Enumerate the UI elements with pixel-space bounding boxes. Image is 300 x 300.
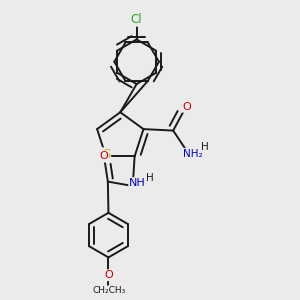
Text: NH: NH bbox=[129, 178, 146, 188]
Text: O: O bbox=[104, 270, 113, 280]
Text: CH₂CH₃: CH₂CH₃ bbox=[92, 286, 126, 295]
Text: H: H bbox=[146, 173, 153, 183]
Text: O: O bbox=[99, 151, 108, 161]
Text: O: O bbox=[182, 102, 191, 112]
Text: Cl: Cl bbox=[131, 13, 142, 26]
Text: S: S bbox=[102, 148, 110, 161]
Text: H: H bbox=[200, 142, 208, 152]
Text: NH₂: NH₂ bbox=[183, 149, 202, 159]
